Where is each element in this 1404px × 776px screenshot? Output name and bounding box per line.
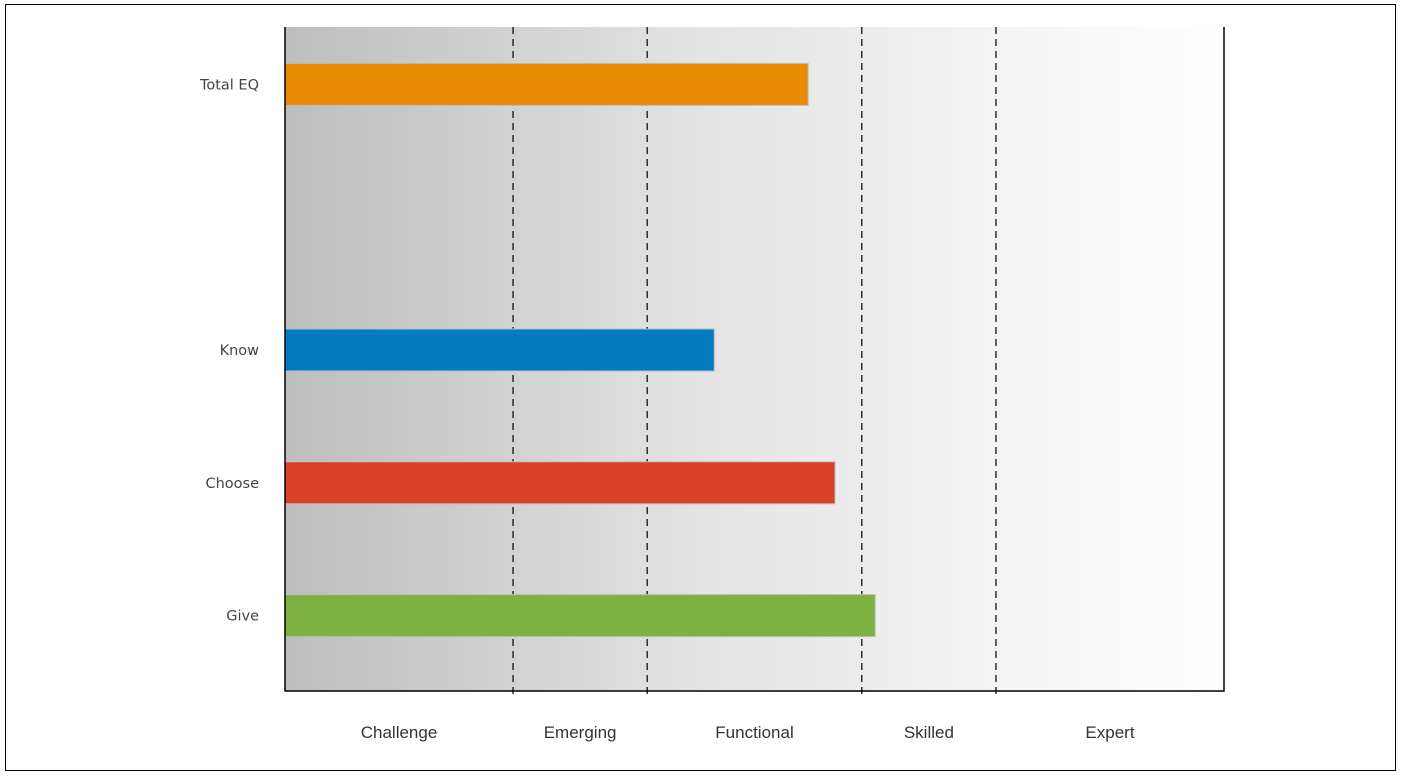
zone-label-expert: Expert bbox=[1085, 723, 1134, 742]
eq-bar-chart: Total EQ Know Choose Give Challenge Emerging… bbox=[199, 27, 1225, 742]
bar-know bbox=[284, 328, 715, 372]
bars bbox=[284, 62, 876, 638]
category-label-know: Know bbox=[220, 343, 260, 359]
chart-frame: Total EQ Know Choose Give Challenge Emerging… bbox=[5, 4, 1396, 771]
category-label-give: Give bbox=[226, 609, 259, 625]
zone-labels: Challenge Emerging Functional Skilled Expert bbox=[361, 723, 1135, 742]
bar-give bbox=[284, 594, 876, 638]
zone-label-challenge: Challenge bbox=[361, 723, 438, 742]
zone-label-skilled: Skilled bbox=[904, 723, 954, 742]
zone-dividers bbox=[512, 27, 997, 694]
plot-border bbox=[284, 27, 1225, 692]
bar-choose bbox=[284, 461, 836, 505]
zone-label-functional: Functional bbox=[715, 723, 793, 742]
zone-label-emerging: Emerging bbox=[544, 723, 617, 742]
category-label-total-eq: Total EQ bbox=[199, 77, 259, 93]
bar-total-eq bbox=[284, 62, 809, 106]
plot-axes bbox=[284, 27, 1225, 692]
category-label-choose: Choose bbox=[205, 476, 259, 492]
category-labels: Total EQ Know Choose Give bbox=[199, 77, 259, 624]
